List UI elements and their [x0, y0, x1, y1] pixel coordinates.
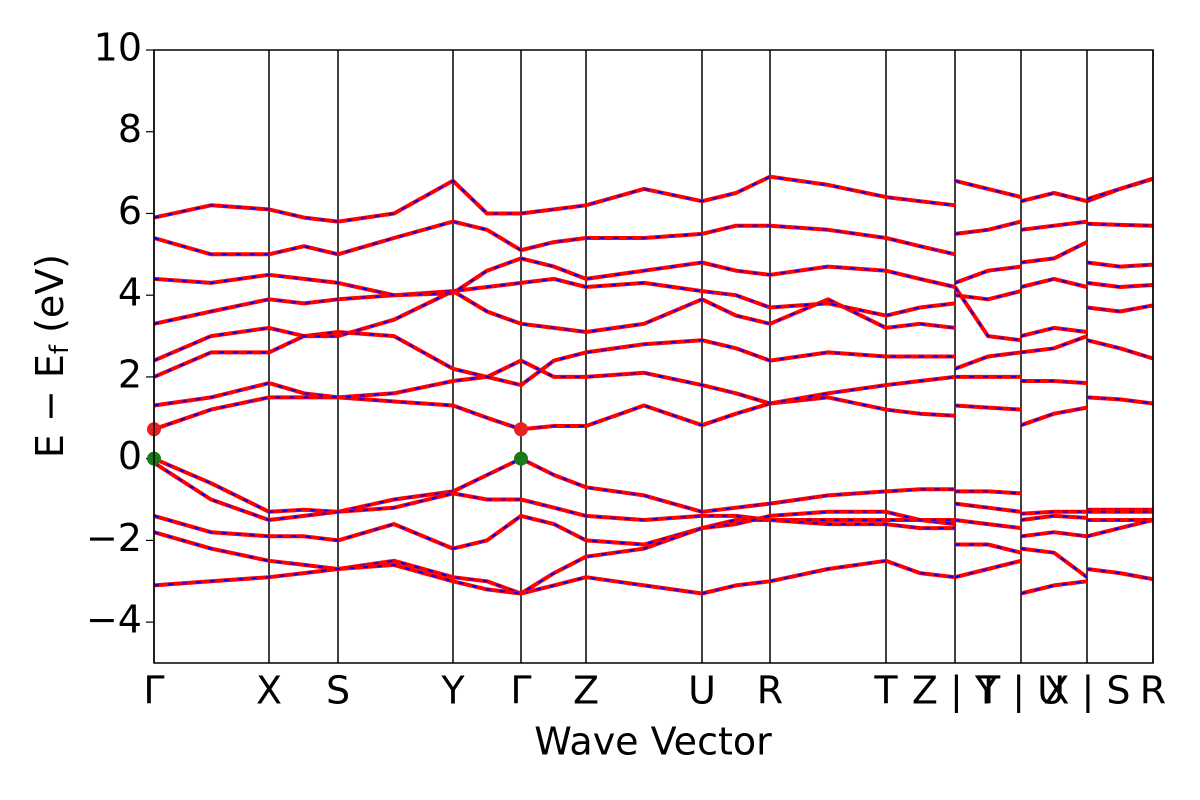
band-dash — [153, 396, 1154, 431]
y-tick-label: −2 — [86, 516, 142, 560]
plot-frame — [153, 49, 1154, 664]
band — [153, 260, 1154, 326]
band-dash — [153, 261, 1154, 325]
band-dash — [153, 457, 1153, 515]
y-tick-label: 10 — [94, 26, 142, 70]
x-tick-label: S — [326, 669, 350, 713]
y-label-unit: (eV) — [28, 254, 72, 345]
x-tick-label: X | S — [1043, 669, 1130, 714]
y-tick-label: −4 — [86, 598, 142, 642]
y-label-sub: f — [45, 344, 75, 354]
y-axis-label: E − Ef (eV) — [28, 254, 75, 458]
x-tick-label: Z | Y — [912, 669, 999, 714]
y-tick-label: 8 — [118, 107, 142, 151]
x-tick-label: Z — [573, 669, 599, 713]
band — [153, 509, 1153, 596]
band-edge-point — [514, 422, 528, 437]
band — [153, 221, 1154, 298]
x-tick-label: U — [688, 669, 716, 713]
x-tick-label: T | U — [976, 669, 1065, 714]
band — [153, 303, 1154, 388]
band-dash — [153, 510, 1153, 595]
band-edge-point — [514, 451, 528, 466]
band-dash — [153, 531, 1154, 595]
band — [153, 174, 1154, 224]
band-dash — [153, 281, 1154, 362]
band — [153, 176, 1154, 257]
band-dash — [153, 175, 1154, 223]
x-tick-label: R — [1140, 669, 1166, 713]
band-dash — [153, 339, 1154, 407]
band-dash — [153, 514, 1154, 554]
x-tick-label: X — [256, 669, 282, 713]
band — [152, 461, 1153, 527]
band — [153, 395, 1154, 432]
y-tick-label: 6 — [118, 189, 142, 233]
y-tick-label: 2 — [118, 352, 142, 396]
x-axis-label: Wave Vector — [534, 720, 772, 764]
x-tick-label: R — [757, 669, 783, 713]
y-tick-label: 4 — [118, 271, 142, 315]
y-label-main: E − E — [28, 354, 72, 458]
x-tick-label: Γ — [510, 669, 531, 713]
x-tick-label: T — [873, 669, 898, 713]
x-tick-label: Γ — [143, 669, 164, 713]
x-tick-label: Y — [440, 669, 465, 713]
y-tick-label: 0 — [118, 434, 142, 478]
band — [153, 456, 1153, 516]
